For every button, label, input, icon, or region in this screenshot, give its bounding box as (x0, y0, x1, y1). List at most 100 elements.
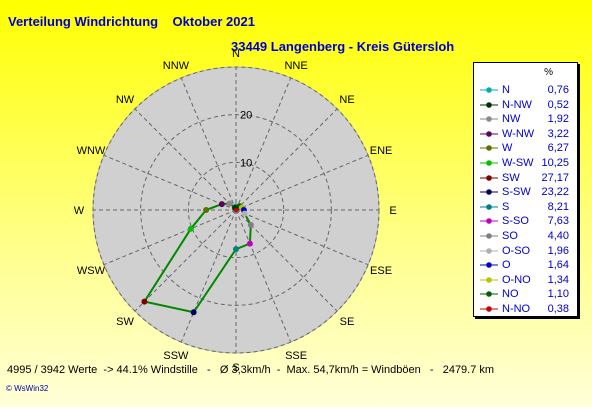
chart-subtitle: 33449 Langenberg - Kreis Gütersloh (231, 39, 455, 54)
spoke-line (235, 108, 338, 211)
legend-swatch-dot (486, 306, 492, 312)
legend-item: N-NO 0,38 (474, 302, 577, 316)
legend-swatch-dot (486, 174, 492, 181)
legend-item: W 6,27 (474, 141, 577, 155)
legend-item-name: N (502, 84, 510, 96)
center-point (234, 208, 238, 212)
legend-item: S-SW 23,22 (474, 185, 577, 199)
data-point (190, 309, 197, 316)
legend-swatch (480, 87, 498, 93)
legend-item-name: SO (502, 230, 518, 242)
direction-label: NW (116, 94, 135, 106)
legend-item-name: NO (502, 288, 519, 301)
legend-item: W-NW 3,22 (474, 127, 577, 141)
data-point (247, 221, 254, 228)
legend-item-value: 1,34 (547, 273, 569, 286)
legend-item-name: S-SW (502, 186, 531, 199)
legend-item: O 1,64 (474, 258, 577, 272)
legend-item-name: W-SW (502, 157, 534, 169)
direction-label: NNW (163, 60, 190, 72)
legend-item-name: S (502, 200, 510, 213)
direction-label: ENE (370, 145, 393, 157)
spoke-line (103, 209, 237, 266)
direction-label: SSE (285, 350, 307, 362)
legend-swatch-dot (486, 247, 492, 254)
direction-label: SE (340, 316, 355, 328)
legend-item-name: O-NO (502, 273, 531, 286)
software-brand: © WsWin32 (6, 384, 49, 393)
legend-item: SW 27,17 (474, 171, 577, 185)
legend-item: O-NO 1,34 (474, 273, 577, 287)
legend-swatch (480, 233, 498, 239)
spoke-line (180, 209, 237, 343)
data-point (187, 225, 194, 232)
legend-swatch-dot (486, 218, 492, 225)
ring-label: 20 (240, 110, 252, 122)
data-point (246, 240, 253, 247)
legend-item-name: N-NO (502, 303, 531, 315)
data-point (233, 246, 239, 253)
legend-item-value: 6,27 (547, 142, 569, 155)
spoke-line (134, 209, 237, 312)
legend-swatch-dot (486, 145, 492, 152)
legend-swatch (480, 262, 498, 268)
legend-swatch-dot (486, 233, 492, 239)
spoke-line (235, 209, 292, 343)
legend-item-value: 1,10 (547, 288, 569, 301)
legend-item-value: 0,52 (547, 98, 569, 111)
spoke-line (180, 77, 237, 211)
ring-label: 10 (240, 157, 252, 169)
legend-item-value: 0,76 (547, 84, 569, 96)
spoke-line (103, 154, 237, 211)
legend-item: N 0,76 (474, 83, 577, 97)
legend-swatch (480, 130, 498, 137)
direction-label: N (232, 48, 240, 60)
legend-item-value: 8,21 (547, 200, 569, 213)
legend-item-name: S-SO (502, 215, 529, 228)
legend-item: NW 1,92 (474, 112, 577, 126)
legend-item: NO 1,10 (474, 287, 577, 301)
direction-label: NNE (284, 60, 307, 72)
spoke-line (134, 108, 237, 211)
data-point (218, 201, 225, 208)
direction-label: W (74, 205, 85, 217)
legend-item-name: N-NW (502, 98, 532, 111)
data-point (241, 210, 248, 217)
legend-item-name: O-SO (502, 244, 531, 257)
legend-swatch (480, 291, 498, 298)
legend-item-value: 1,92 (547, 113, 569, 126)
spoke-line (235, 77, 292, 211)
legend-item: N-NW 0,52 (474, 98, 577, 112)
legend-item-value: 3,22 (547, 127, 569, 140)
legend-swatch (480, 218, 498, 225)
ring-circle (187, 161, 285, 259)
legend-item-value: 1,64 (547, 259, 569, 272)
direction-label: S (232, 362, 239, 374)
direction-label: E (389, 205, 396, 217)
legend-item-value: 7,63 (547, 215, 569, 228)
legend-swatch (480, 189, 498, 195)
legend-swatch (480, 247, 498, 254)
legend-item-value: 27,17 (541, 171, 569, 184)
legend-swatch-dot (486, 116, 492, 122)
direction-label: NE (339, 94, 354, 106)
legend-header: % (544, 67, 553, 78)
legend-swatch (480, 306, 498, 312)
legend-swatch (480, 276, 498, 283)
chart-title: Verteilung Windrichtung Oktober 2021 (8, 14, 255, 29)
legend: % N 0,76 N-NW 0,52 NW 1,92 W-NW 3,22 W 6,27 W-SW 10… (473, 62, 578, 317)
spoke-line (235, 154, 369, 211)
legend-swatch (480, 203, 498, 210)
legend-swatch (480, 145, 498, 152)
legend-item: O-SO 1,96 (474, 244, 577, 258)
legend-swatch-dot (486, 160, 492, 166)
legend-item-name: O (502, 259, 511, 272)
legend-item: S 8,21 (474, 200, 577, 214)
legend-item-value: 0,38 (547, 303, 569, 315)
legend-swatch-dot (486, 189, 492, 195)
legend-item-name: W (502, 142, 513, 155)
ring-circle (140, 114, 332, 306)
legend-item-value: 10,25 (541, 157, 569, 169)
legend-swatch-dot (486, 101, 492, 108)
